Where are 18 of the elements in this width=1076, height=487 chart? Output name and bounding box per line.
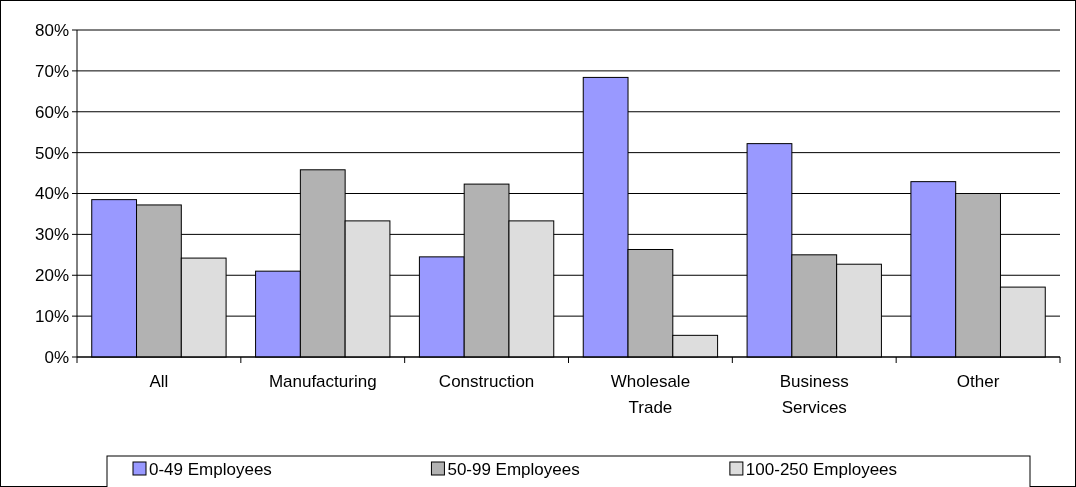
x-tick-label: Business Services	[779, 372, 849, 417]
y-tick-label: 50%	[34, 143, 69, 163]
y-tick-label: 60%	[34, 102, 69, 122]
y-tick-label: 10%	[34, 307, 69, 327]
y-tick-label: 0%	[44, 347, 69, 367]
y-tick-label: 40%	[34, 184, 69, 204]
y-tick-label: 70%	[34, 61, 69, 81]
legend-label: 50-99 Employees	[447, 459, 580, 479]
legend-label: 0-49 Employees	[149, 459, 272, 479]
y-tick-label: 20%	[34, 266, 69, 286]
x-tick-label: Manufacturing	[268, 372, 377, 391]
x-tick-label: Wholesale Trade	[610, 372, 691, 417]
y-tick-label: 30%	[34, 225, 69, 245]
y-tick-label: 80%	[34, 20, 69, 40]
x-tick-label: All	[149, 372, 169, 391]
x-tick-label: Construction	[438, 372, 535, 391]
x-tick-label: Other	[956, 372, 1000, 391]
legend-label: 100-250 Employees	[745, 459, 898, 479]
